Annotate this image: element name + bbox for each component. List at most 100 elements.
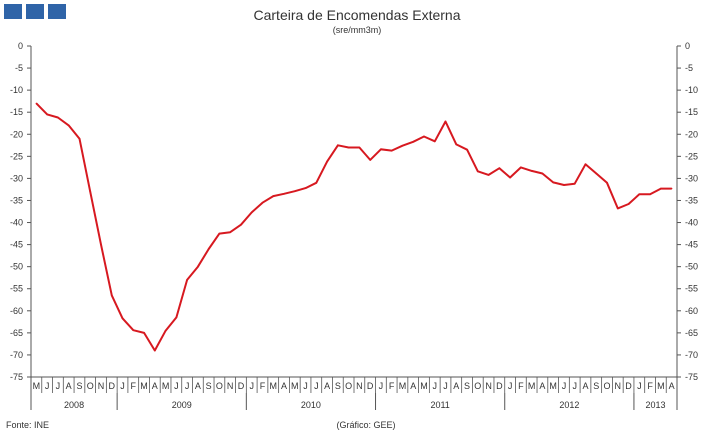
month-label: J	[185, 381, 190, 391]
month-label: J	[314, 381, 319, 391]
data-point	[347, 146, 350, 149]
data-point	[584, 163, 587, 166]
y-tick-label-right: -65	[685, 328, 698, 338]
data-point	[89, 190, 92, 193]
data-point	[293, 190, 296, 192]
month-label: D	[238, 381, 245, 391]
month-label: J	[56, 381, 61, 391]
data-point	[433, 140, 436, 143]
month-label: A	[453, 381, 459, 391]
data-point	[595, 172, 598, 175]
data-point	[229, 231, 231, 234]
month-label: M	[399, 381, 407, 391]
month-label: O	[216, 381, 223, 391]
logo-square-2	[26, 4, 44, 19]
data-point	[240, 223, 242, 226]
y-tick-label-right: -10	[685, 85, 698, 95]
y-tick-label-right: -5	[685, 63, 693, 73]
y-tick-label-left: -45	[10, 240, 23, 250]
month-label: N	[98, 381, 105, 391]
data-point	[261, 201, 264, 204]
month-label: A	[582, 381, 588, 391]
data-point	[35, 102, 38, 105]
data-point	[304, 187, 307, 189]
month-label: J	[508, 381, 513, 391]
data-point	[369, 159, 371, 161]
data-point	[541, 172, 544, 175]
month-label: A	[281, 381, 287, 391]
month-label: J	[433, 381, 438, 391]
month-label: J	[443, 381, 448, 391]
month-label: J	[45, 381, 50, 391]
data-point	[509, 176, 511, 179]
data-point	[563, 184, 565, 186]
data-point	[455, 143, 458, 146]
data-point	[552, 181, 554, 184]
y-tick-label-right: -60	[685, 306, 698, 316]
y-tick-label-right: -75	[685, 372, 698, 382]
data-point	[477, 170, 479, 173]
month-label: A	[324, 381, 330, 391]
month-label: A	[539, 381, 545, 391]
month-label: O	[474, 381, 481, 391]
data-point	[401, 144, 404, 147]
data-point	[530, 170, 533, 172]
y-tick-label-left: -50	[10, 262, 23, 272]
year-label: 2013	[645, 400, 665, 410]
month-label: M	[528, 381, 536, 391]
month-label: O	[345, 381, 352, 391]
data-point	[100, 243, 102, 246]
month-label: F	[647, 381, 653, 391]
month-label: F	[260, 381, 266, 391]
data-point	[143, 332, 145, 334]
y-tick-label-left: -10	[10, 85, 23, 95]
data-point	[197, 265, 199, 268]
data-point	[326, 160, 328, 163]
month-label: D	[109, 381, 116, 391]
month-label: A	[66, 381, 72, 391]
data-point	[121, 317, 124, 320]
y-tick-label-right: -25	[685, 151, 698, 161]
credit-note: (Gráfico: GEE)	[336, 420, 395, 430]
logo-square-1	[4, 4, 22, 19]
month-label: S	[76, 381, 82, 391]
month-label: J	[249, 381, 254, 391]
month-label: A	[410, 381, 416, 391]
data-point	[498, 167, 501, 170]
month-label: F	[389, 381, 395, 391]
data-point	[57, 116, 59, 119]
year-label: 2008	[64, 400, 84, 410]
chart-subtitle: (sre/mm3m)	[333, 25, 382, 35]
month-label: A	[669, 381, 675, 391]
y-tick-label-left: -20	[10, 129, 23, 139]
month-label: J	[120, 381, 125, 391]
data-point	[164, 329, 167, 332]
data-point	[218, 232, 221, 235]
month-label: A	[152, 381, 158, 391]
data-point	[283, 193, 285, 195]
y-tick-label-right: -55	[685, 284, 698, 294]
year-label: 2010	[301, 400, 321, 410]
y-tick-label-left: -70	[10, 350, 23, 360]
data-point	[616, 207, 619, 210]
data-point	[175, 316, 178, 319]
month-label: M	[270, 381, 278, 391]
y-tick-label-right: -40	[685, 218, 698, 228]
data-point	[272, 195, 275, 197]
y-tick-label-right: -35	[685, 195, 698, 205]
month-label: M	[549, 381, 557, 391]
month-label: F	[131, 381, 137, 391]
month-label: S	[464, 381, 470, 391]
data-point	[670, 187, 673, 190]
data-point	[110, 294, 113, 297]
data-point	[380, 148, 382, 151]
data-point	[132, 329, 135, 332]
month-label: J	[379, 381, 384, 391]
header-logo	[4, 4, 66, 19]
month-label: O	[87, 381, 94, 391]
data-point	[660, 187, 662, 190]
data-point	[444, 120, 447, 123]
data-point	[337, 144, 339, 147]
year-label: 2012	[559, 400, 579, 410]
